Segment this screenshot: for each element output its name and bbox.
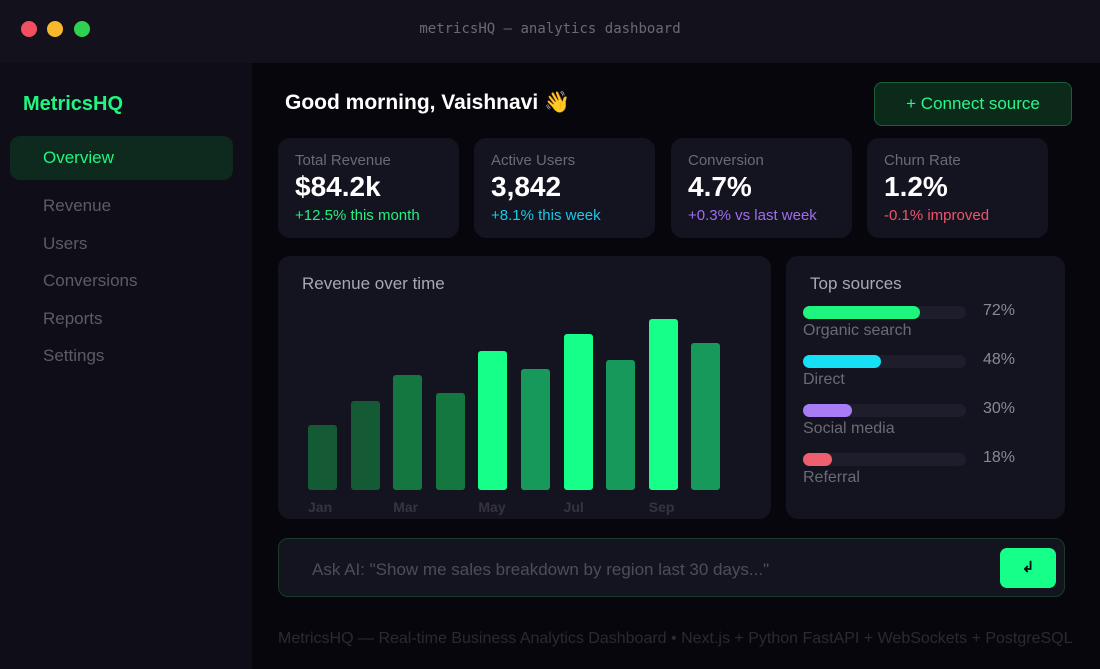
bar-jul[interactable] [563,334,593,490]
sidebar-item-users[interactable]: Users [43,234,88,253]
connect-source-button[interactable]: + Connect source [874,82,1072,126]
x-tick-label: May [478,499,506,515]
stat-label: Conversion [688,152,764,169]
top-sources-card: Top sources 72% Organic search 48% Direc… [786,256,1065,519]
stat-change: +8.1% this week [491,207,601,224]
source-progress-fill [803,306,921,319]
source-progress-track [803,306,966,319]
source-percent: 48% [983,351,1016,368]
stat-value: 3,842 [491,171,562,202]
bar-oct[interactable] [691,342,721,490]
chart-title: Revenue over time [302,274,445,293]
revenue-chart-card: Revenue over time Jan Mar May Jul Sep [278,256,771,519]
source-progress-track [803,453,966,466]
close-window-button[interactable] [21,21,37,37]
bar-may[interactable] [478,351,508,490]
stat-card: Churn Rate 1.2% -0.1% improved [867,138,1048,238]
bar-jun[interactable] [521,368,550,490]
bar-apr[interactable] [435,392,465,490]
stat-label: Total Revenue [295,152,391,169]
stat-change: -0.1% improved [884,207,990,224]
sidebar-item-revenue[interactable]: Revenue [43,196,112,215]
source-name: Direct [803,371,845,388]
x-tick-label: Jul [563,499,584,515]
stat-card: Conversion 4.7% +0.3% vs last week [671,138,852,238]
enter-icon: ↲ [1021,559,1035,576]
source-progress-fill [803,404,852,417]
ai-query-input[interactable]: Ask AI: "Show me sales breakdown by regi… [312,560,770,579]
ai-query-bar: Ask AI: "Show me sales breakdown by regi… [278,538,1065,597]
source-name: Referral [803,469,860,486]
stat-change: +12.5% this month [295,207,420,224]
source-percent: 72% [983,302,1016,319]
stat-card: Total Revenue $84.2k +12.5% this month [278,138,459,238]
maximize-window-button[interactable] [74,21,90,37]
x-tick-label: Sep [648,499,675,515]
stat-card: Active Users 3,842 +8.1% this week [474,138,655,238]
bar-aug[interactable] [606,360,636,490]
send-button[interactable]: ↲ [1000,548,1056,588]
window-title: metricsHQ — analytics dashboard [419,21,681,37]
x-tick-label: Jan [308,499,333,515]
source-percent: 18% [983,449,1016,466]
footer-text: MetricsHQ — Real-time Business Analytics… [278,630,1073,647]
sources-title: Top sources [810,274,902,293]
sidebar-item-overview[interactable]: Overview [10,136,233,180]
bar-sep[interactable] [648,319,678,490]
source-name: Social media [803,420,895,437]
stat-label: Active Users [491,152,576,169]
source-progress-track [803,355,966,368]
title-bar: metricsHQ — analytics dashboard [0,0,1100,63]
bar-feb[interactable] [350,401,380,490]
minimize-window-button[interactable] [47,21,63,37]
bar-mar[interactable] [393,375,423,490]
sidebar: MetricsHQ Overview Revenue Users Convers… [0,63,252,669]
greeting: Good morning, Vaishnavi 👋 [285,91,571,114]
x-tick-label: Mar [393,499,419,515]
source-progress-fill [803,453,833,466]
source-name: Organic search [803,322,912,339]
sidebar-item-settings[interactable]: Settings [43,346,105,365]
source-progress-fill [803,355,882,368]
bar-jan[interactable] [308,425,337,490]
logo: MetricsHQ [23,93,124,115]
source-percent: 30% [983,400,1016,417]
stat-value: 1.2% [884,171,948,202]
source-progress-track [803,404,966,417]
sidebar-item-reports[interactable]: Reports [43,309,103,328]
stat-value: 4.7% [688,171,752,202]
sidebar-item-conversions[interactable]: Conversions [43,271,138,290]
stat-change: +0.3% vs last week [688,207,817,224]
stat-value: $84.2k [295,171,381,202]
stat-label: Churn Rate [884,152,961,169]
